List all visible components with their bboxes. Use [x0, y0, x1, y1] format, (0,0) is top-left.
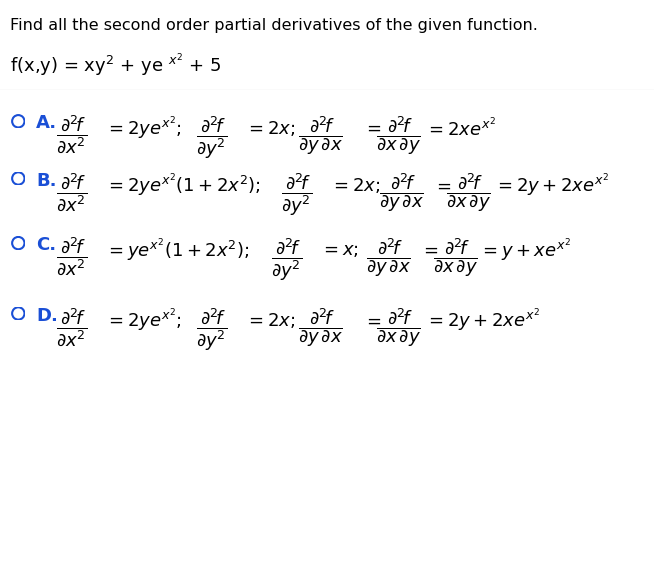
Text: $\dfrac{\partial^2\!f}{\partial y\,\partial x}$: $\dfrac{\partial^2\!f}{\partial y\,\part… — [366, 236, 411, 279]
Text: $= 2ye^{x^2}(1 + 2x^2)$;: $= 2ye^{x^2}(1 + 2x^2)$; — [105, 172, 260, 199]
Text: $= 2x$;: $= 2x$; — [245, 311, 296, 330]
Text: f(x,y) = xy$^2$ + ye $^{x^2}$ + 5: f(x,y) = xy$^2$ + ye $^{x^2}$ + 5 — [10, 51, 221, 79]
Text: $= y + xe^{x^2}$: $= y + xe^{x^2}$ — [479, 236, 572, 264]
Text: $\dfrac{\partial^2\!f}{\partial y^2}$: $\dfrac{\partial^2\!f}{\partial y^2}$ — [281, 172, 313, 219]
Text: $= x$;: $= x$; — [320, 241, 359, 259]
Text: $\dfrac{\partial^2\!f}{\partial y^2}$: $\dfrac{\partial^2\!f}{\partial y^2}$ — [196, 114, 228, 161]
Text: $= ye^{x^2}(1 + 2x^2)$;: $= ye^{x^2}(1 + 2x^2)$; — [105, 236, 249, 264]
Text: $= 2x$;: $= 2x$; — [245, 118, 296, 138]
Text: D.: D. — [36, 307, 58, 324]
Text: $=$: $=$ — [420, 241, 438, 259]
Text: $= 2y + 2xe^{x^2}$: $= 2y + 2xe^{x^2}$ — [425, 307, 540, 334]
Text: $= 2xe^{x^2}$: $= 2xe^{x^2}$ — [425, 116, 496, 140]
Text: $\dfrac{\partial^2\!f}{\partial x\,\partial y}$: $\dfrac{\partial^2\!f}{\partial x\,\part… — [433, 236, 478, 279]
Text: $\dfrac{\partial^2\!f}{\partial y^2}$: $\dfrac{\partial^2\!f}{\partial y^2}$ — [196, 307, 228, 353]
Text: $\dfrac{\partial^2\!f}{\partial x^2}$: $\dfrac{\partial^2\!f}{\partial x^2}$ — [56, 114, 87, 157]
Text: $\dfrac{\partial^2\!f}{\partial x^2}$: $\dfrac{\partial^2\!f}{\partial x^2}$ — [56, 172, 87, 214]
Text: $= 2ye^{x^2}$;: $= 2ye^{x^2}$; — [105, 307, 181, 334]
Text: $\dfrac{\partial^2\!f}{\partial x\,\partial y}$: $\dfrac{\partial^2\!f}{\partial x\,\part… — [376, 114, 421, 157]
Text: C.: C. — [36, 236, 56, 254]
Text: $\dfrac{\partial^2\!f}{\partial x\,\partial y}$: $\dfrac{\partial^2\!f}{\partial x\,\part… — [376, 307, 421, 349]
Text: $= 2y + 2xe^{x^2}$: $= 2y + 2xe^{x^2}$ — [494, 172, 609, 199]
Text: $\dfrac{\partial^2\!f}{\partial y\,\partial x}$: $\dfrac{\partial^2\!f}{\partial y\,\part… — [379, 172, 424, 214]
Text: $\dfrac{\partial^2\!f}{\partial x\,\partial y}$: $\dfrac{\partial^2\!f}{\partial x\,\part… — [446, 172, 491, 214]
Text: Find all the second order partial derivatives of the given function.: Find all the second order partial deriva… — [10, 18, 538, 33]
Text: $=$: $=$ — [363, 119, 381, 137]
Text: $\dfrac{\partial^2\!f}{\partial y\,\partial x}$: $\dfrac{\partial^2\!f}{\partial y\,\part… — [298, 307, 343, 349]
Text: A.: A. — [36, 114, 57, 132]
Text: $= 2x$;: $= 2x$; — [330, 176, 381, 195]
Text: B.: B. — [36, 172, 56, 189]
Text: $= 2ye^{x^2}$;: $= 2ye^{x^2}$; — [105, 114, 181, 142]
Text: $\dfrac{\partial^2\!f}{\partial y^2}$: $\dfrac{\partial^2\!f}{\partial y^2}$ — [271, 236, 303, 283]
Text: $=$: $=$ — [433, 176, 451, 194]
Text: $=$: $=$ — [363, 311, 381, 329]
Text: $\dfrac{\partial^2\!f}{\partial x^2}$: $\dfrac{\partial^2\!f}{\partial x^2}$ — [56, 236, 87, 279]
Text: $\dfrac{\partial^2\!f}{\partial x^2}$: $\dfrac{\partial^2\!f}{\partial x^2}$ — [56, 307, 87, 349]
Text: $\dfrac{\partial^2\!f}{\partial y\,\partial x}$: $\dfrac{\partial^2\!f}{\partial y\,\part… — [298, 114, 343, 157]
